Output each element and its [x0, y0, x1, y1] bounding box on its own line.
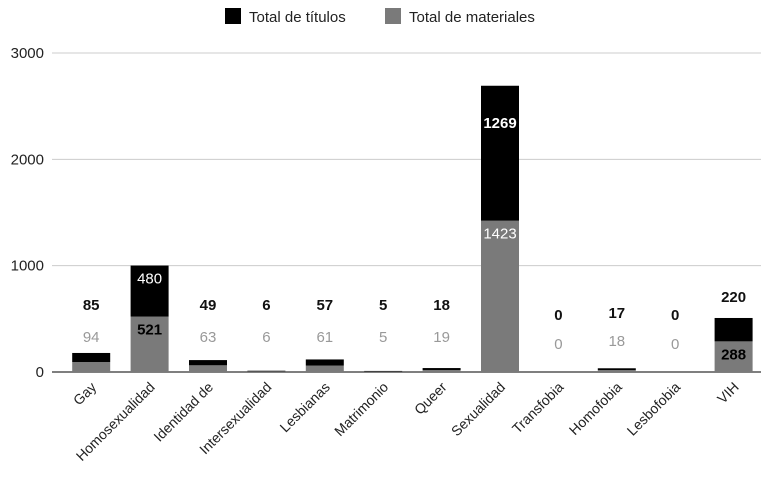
- bar-materiales: [597, 370, 636, 372]
- bar-materiales: [130, 316, 169, 372]
- data-label-materiales: 5: [379, 329, 387, 346]
- data-label-titulos: 0: [671, 307, 679, 324]
- x-tick-label: Matrimonio: [331, 379, 391, 439]
- x-tick-label: VIH: [714, 379, 742, 407]
- data-label-titulos: 49: [200, 297, 217, 314]
- x-tick-label: Lesbofobia: [624, 379, 684, 439]
- data-label-titulos: 17: [608, 305, 625, 322]
- data-label-materiales: 0: [671, 336, 679, 353]
- bars: [72, 85, 753, 372]
- x-tick-label: Lesbianas: [276, 379, 332, 435]
- data-label-titulos: 220: [721, 289, 746, 306]
- x-tick-label: Queer: [411, 379, 450, 418]
- y-tick-label: 2000: [11, 151, 44, 168]
- bar-titulos: [714, 317, 753, 342]
- data-label-materiales: 63: [200, 329, 217, 346]
- bar-materiales: [364, 371, 403, 372]
- data-label-titulos: 57: [316, 297, 333, 314]
- legend-label: Total de materiales: [409, 9, 535, 26]
- data-label-materiales: 19: [433, 329, 450, 346]
- y-tick-label: 0: [36, 364, 44, 381]
- data-label-materiales: 0: [554, 336, 562, 353]
- x-tick-label: Homofobia: [566, 379, 625, 438]
- bar-titulos: [481, 85, 519, 221]
- data-label-materiales: 94: [83, 329, 100, 346]
- data-label-materiales: 1423: [483, 226, 516, 243]
- x-tick-label: Sexualidad: [448, 379, 508, 439]
- x-tick-label: Gay: [70, 379, 99, 408]
- data-label-titulos: 85: [83, 297, 100, 314]
- legend-label: Total de títulos: [249, 9, 346, 26]
- legend-swatch: [225, 8, 241, 24]
- bar-titulos: [130, 265, 169, 317]
- bar-titulos: [247, 370, 286, 372]
- data-label-titulos: 1269: [483, 115, 516, 132]
- legend: Total de títulos Total de materiales: [225, 8, 535, 26]
- data-label-materiales: 6: [262, 329, 270, 346]
- data-label-titulos: 18: [433, 297, 450, 314]
- bar-titulos: [189, 360, 227, 366]
- legend-swatch: [385, 8, 401, 24]
- data-label-titulos: 6: [262, 297, 270, 314]
- data-labels: 85 94 480 521 49 63 6 6 57 61 5 5 18 19 1269 1423 0 0 17 18…: [83, 115, 746, 364]
- x-tick-label: Transfobia: [509, 379, 567, 437]
- bar-titulos: [364, 370, 403, 372]
- bar-materiales: [247, 371, 286, 372]
- data-label-titulos: 5: [379, 297, 387, 314]
- data-label-materiales: 521: [137, 322, 162, 339]
- bar-materiales: [481, 220, 519, 372]
- data-label-titulos: 480: [137, 271, 162, 288]
- y-tick-label: 3000: [11, 45, 44, 62]
- data-label-titulos: 0: [554, 307, 562, 324]
- gridlines: [52, 52, 761, 373]
- data-label-materiales: 61: [316, 329, 333, 346]
- bar-titulos: [305, 359, 344, 366]
- bar-materiales: [189, 365, 227, 372]
- bar-materiales: [714, 341, 753, 372]
- data-label-materiales: 18: [608, 333, 625, 350]
- y-tick-label: 1000: [11, 258, 44, 275]
- bar-materiales: [305, 365, 344, 372]
- bar-titulos: [597, 368, 636, 371]
- bar-titulos: [72, 352, 111, 363]
- data-label-materiales: 288: [721, 346, 746, 363]
- bar-materiales: [422, 369, 461, 372]
- bar-materiales: [72, 362, 111, 372]
- bar-titulos: [422, 368, 461, 370]
- y-axis: 0 1000 2000 3000: [11, 45, 44, 381]
